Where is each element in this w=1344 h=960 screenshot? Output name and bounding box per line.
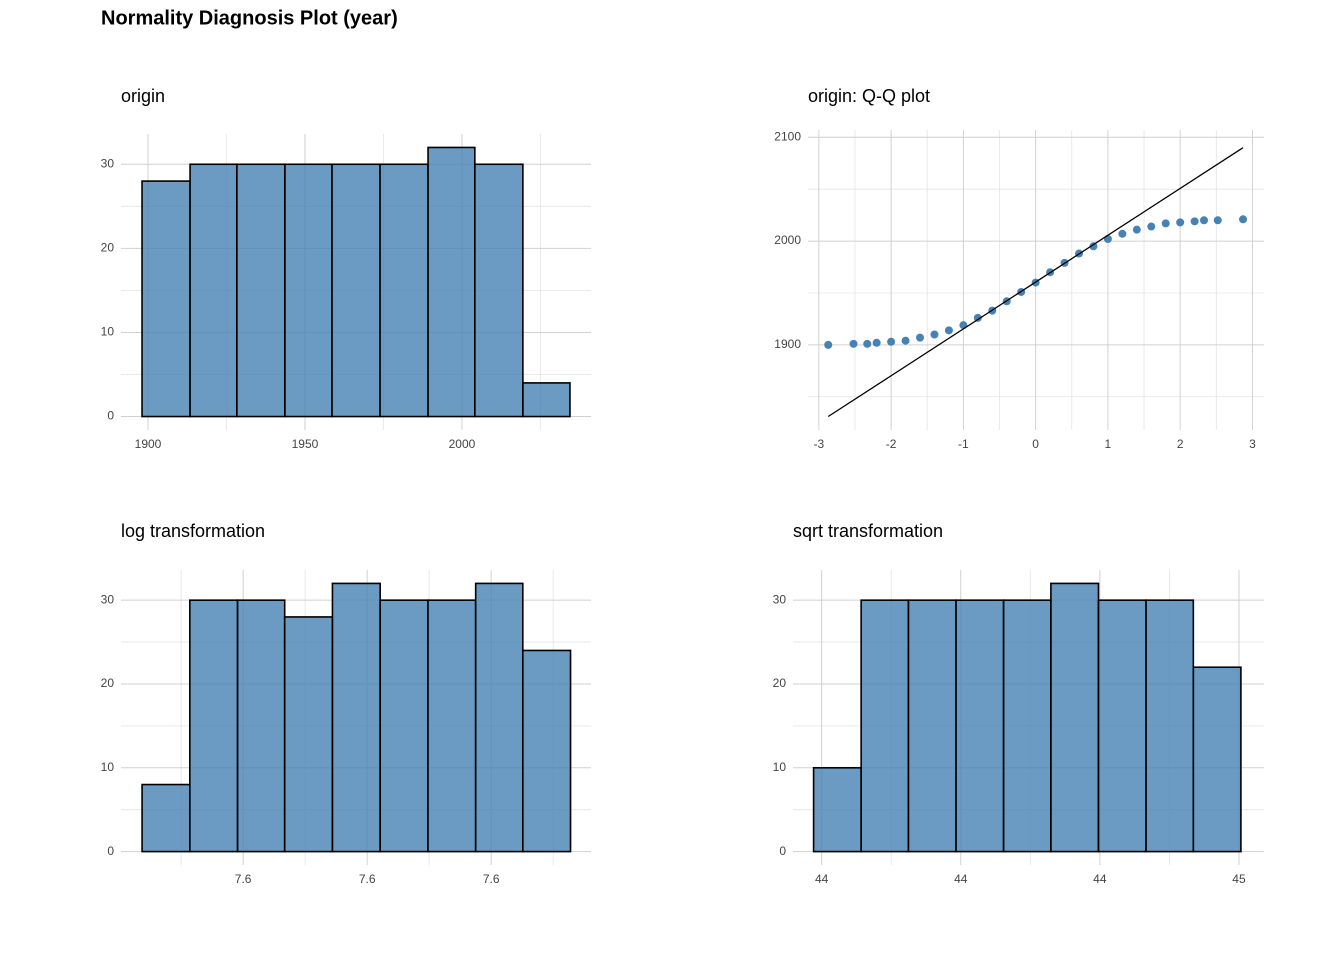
y-tick-label: 20 [101, 241, 115, 255]
y-tick-label: 2100 [774, 129, 801, 143]
reference-line [827, 147, 1244, 418]
x-tick-label: 7.6 [359, 872, 376, 886]
point [901, 336, 910, 345]
bar [1192, 666, 1242, 853]
point [944, 326, 953, 335]
bar [812, 766, 862, 853]
x-tick-label: -3 [814, 437, 825, 451]
x-tick-label: 44 [1093, 872, 1107, 886]
y-tick-label: 1900 [774, 337, 801, 351]
point [1190, 217, 1199, 226]
y-tick-label: 30 [101, 156, 115, 170]
bar [522, 382, 571, 418]
point [1161, 219, 1170, 228]
bar [189, 163, 238, 418]
point [1213, 216, 1222, 225]
point [1200, 216, 1209, 225]
panel-title: origin [121, 86, 165, 106]
point [1103, 234, 1112, 243]
panel-title: log transformation [121, 521, 265, 541]
bar [521, 649, 572, 853]
x-tick-label: 1900 [135, 437, 162, 451]
bar [907, 599, 957, 853]
y-tick-label: 0 [107, 409, 114, 423]
y-tick-label: 30 [101, 592, 115, 606]
bar [1145, 599, 1195, 853]
bar [379, 599, 429, 853]
panel-title: origin: Q-Q plot [808, 86, 930, 106]
bar [189, 599, 239, 853]
point [1239, 215, 1248, 224]
bar [474, 163, 524, 418]
page-title: Normality Diagnosis Plot (year) [101, 7, 398, 29]
bar [379, 163, 429, 418]
panel-title: sqrt transformation [793, 521, 943, 541]
bar [141, 783, 191, 853]
x-tick-label: 45 [1232, 872, 1246, 886]
bar [236, 163, 286, 418]
y-tick-label: 0 [107, 844, 114, 858]
point [1132, 225, 1141, 234]
x-tick-label: 7.6 [483, 872, 500, 886]
point [916, 333, 925, 342]
point [887, 337, 896, 346]
x-tick-label: 0 [1032, 437, 1039, 451]
x-tick-label: 44 [954, 872, 968, 886]
y-tick-label: 10 [101, 325, 115, 339]
bar [427, 599, 477, 853]
bar [284, 163, 333, 418]
point [1147, 222, 1156, 231]
y-tick-label: 20 [773, 676, 787, 690]
point [930, 330, 939, 339]
bar [141, 180, 191, 418]
x-tick-label: 44 [815, 872, 829, 886]
x-tick-label: 1950 [292, 437, 319, 451]
bar [331, 582, 381, 853]
y-tick-label: 10 [101, 760, 115, 774]
bar [474, 582, 524, 853]
bar [283, 616, 334, 853]
y-tick-label: 30 [773, 592, 787, 606]
bar [1002, 599, 1052, 853]
point [824, 340, 833, 349]
x-tick-label: 2 [1177, 437, 1184, 451]
x-tick-label: 3 [1249, 437, 1256, 451]
y-tick-label: 2000 [774, 233, 801, 247]
point [973, 313, 982, 322]
x-tick-label: -1 [958, 437, 969, 451]
bar [860, 599, 910, 853]
point [863, 339, 872, 348]
point [1089, 242, 1098, 251]
y-tick-label: 20 [101, 676, 115, 690]
bar [1097, 599, 1147, 853]
x-tick-label: 1 [1105, 437, 1112, 451]
point [959, 321, 968, 330]
y-tick-label: 0 [779, 844, 786, 858]
x-tick-label: -2 [886, 437, 897, 451]
bar [955, 599, 1005, 853]
x-tick-label: 2000 [449, 437, 476, 451]
x-tick-label: 7.6 [235, 872, 252, 886]
y-tick-label: 10 [773, 760, 787, 774]
point [1176, 218, 1185, 227]
bar [1050, 582, 1100, 853]
point [849, 339, 858, 348]
bar [236, 599, 286, 853]
bar [331, 163, 381, 418]
point [1118, 229, 1127, 238]
point [872, 338, 881, 347]
bar [427, 146, 476, 418]
